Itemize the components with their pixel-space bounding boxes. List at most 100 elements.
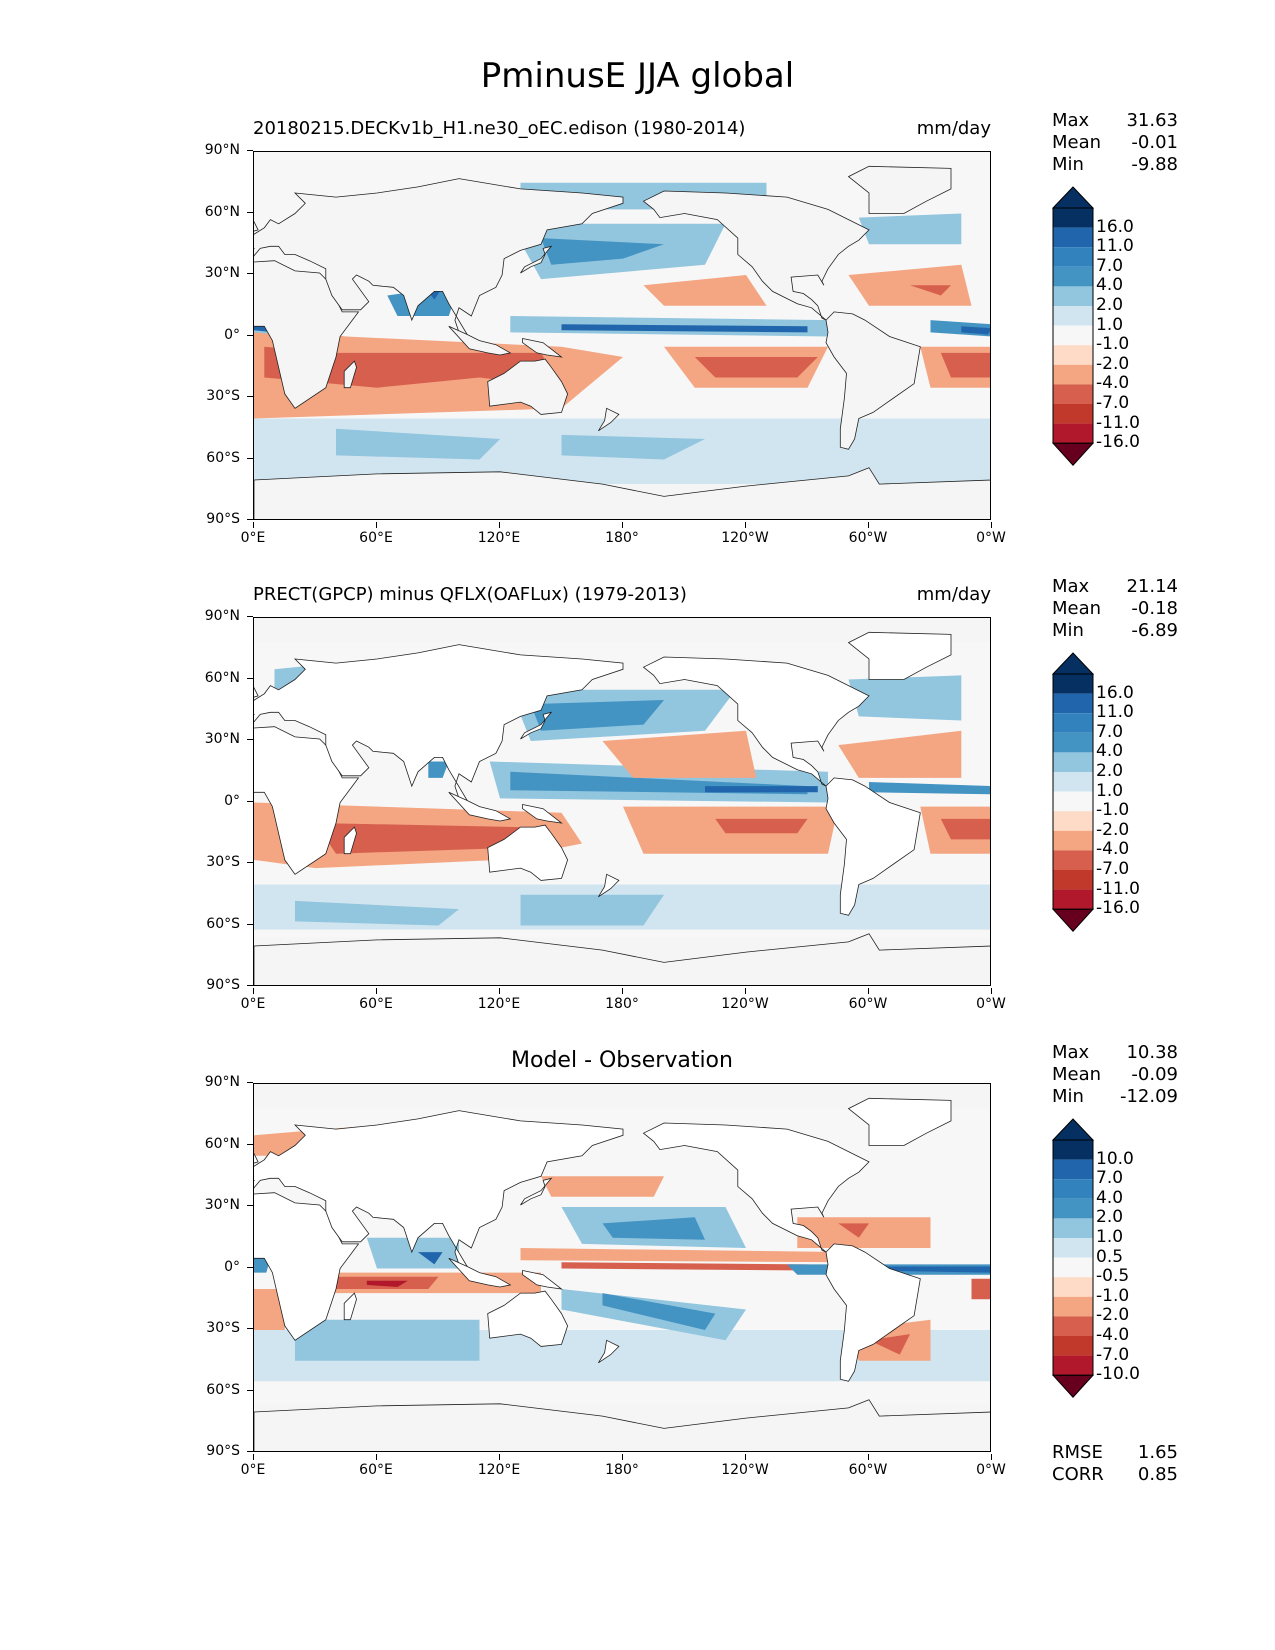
- colorbar-tick-label: -2.0: [1096, 353, 1130, 374]
- coastline-uk: [254, 1152, 259, 1164]
- colorbar-segment: [1053, 1335, 1093, 1356]
- colorbar-tick-label: -11.0: [1096, 412, 1140, 433]
- coastline-indonesia: [448, 325, 512, 356]
- colorbar-tick-label: 2.0: [1096, 761, 1124, 781]
- colorbar-tick-label: -11.0: [1096, 878, 1140, 899]
- colorbar-segment: [1053, 1277, 1093, 1297]
- stat-label: Max: [1052, 1042, 1090, 1063]
- contour-region: [541, 1176, 664, 1197]
- y-tick-label: 90°S: [180, 511, 253, 527]
- contour-region: [602, 730, 757, 778]
- y-tick-label: 60°N: [180, 204, 253, 220]
- units-label: mm/day: [916, 118, 991, 139]
- colorbar-segment: [1053, 266, 1093, 287]
- coastline-nz: [598, 873, 620, 898]
- colorbar-segment: [1053, 1218, 1093, 1238]
- stat-value: -9.88: [1131, 154, 1178, 175]
- colorbar-segment: [1053, 1296, 1093, 1317]
- coastline-greenland: [847, 165, 952, 214]
- x-tick-label: 60°W: [828, 522, 908, 546]
- contour-region: [295, 900, 459, 926]
- contour-region: [848, 675, 962, 721]
- colorbar-tick-label: -7.0: [1096, 393, 1130, 413]
- stat-value: -0.01: [1131, 132, 1178, 153]
- stat-value: -0.09: [1131, 1064, 1178, 1085]
- colorbar-tick-label: 4.0: [1096, 275, 1124, 296]
- colorbar-tick-label: -16.0: [1096, 898, 1140, 919]
- colorbar-tick-label: 11.0: [1096, 702, 1134, 723]
- x-tick-label: 0°E: [213, 522, 293, 546]
- x-tick-label: 120°W: [705, 988, 785, 1012]
- colorbar-tick-label: -1.0: [1096, 334, 1130, 355]
- map-plot: [253, 617, 991, 986]
- contour-region: [561, 324, 808, 333]
- figure-title: PminusE JJA global: [480, 56, 795, 96]
- contour-region: [971, 1278, 990, 1300]
- contour-region: [264, 346, 562, 388]
- contour-region: [838, 1223, 869, 1238]
- coastline-newguinea: [522, 804, 563, 824]
- coastline-sa: [825, 1243, 921, 1382]
- colorbar-tick-label: -4.0: [1096, 1325, 1130, 1345]
- contour-region: [602, 1217, 705, 1240]
- stat-label: Mean: [1052, 598, 1102, 619]
- stat-label: Max: [1052, 576, 1090, 597]
- contour-region: [910, 285, 951, 296]
- contour-region: [541, 238, 664, 265]
- colorbar-extend-min: [1051, 442, 1095, 466]
- colorbar-segment: [1053, 1198, 1093, 1219]
- coastline-australia: [487, 1290, 569, 1347]
- contour-region: [602, 1293, 716, 1330]
- contour-region: [336, 428, 500, 460]
- colorbar: 16.0 11.0 7.0 4.0 2.0 1.0 -1.0 -2.0 -4.0 -7.0 -11.…: [1051, 186, 1192, 471]
- stats-box: Max 21.14 Mean -0.18 Min -6.89: [1052, 576, 1178, 642]
- coastline-japan: [520, 1177, 553, 1206]
- stat-label: Min: [1052, 154, 1084, 175]
- x-tick-label: 0°W: [951, 522, 1031, 546]
- colorbar-segment: [1053, 384, 1093, 404]
- coastline-uk: [254, 220, 259, 232]
- colorbar-segment: [1053, 1316, 1093, 1336]
- colorbar-tick-label: 16.0: [1096, 682, 1134, 703]
- x-tick-label: 120°E: [459, 1454, 539, 1478]
- x-tick-label: 0°W: [951, 1454, 1031, 1478]
- x-tick-label: 120°W: [705, 1454, 785, 1478]
- coastline-australia: [487, 824, 569, 881]
- colorbar-segment: [1053, 305, 1093, 326]
- contour-region: [869, 1266, 990, 1273]
- colorbar-segment: [1053, 207, 1093, 228]
- colorbar-segment: [1053, 752, 1093, 772]
- x-tick-label: 180°: [582, 1454, 662, 1478]
- colorbar-segment: [1053, 850, 1093, 870]
- stat-label: Mean: [1052, 132, 1102, 153]
- contour-region: [315, 823, 521, 854]
- colorbar-extend-max: [1051, 652, 1095, 675]
- colorbar-tick-label: 2.0: [1096, 295, 1124, 315]
- contour-region: [858, 213, 962, 245]
- colorbar-tick-label: 7.0: [1096, 255, 1124, 276]
- y-tick-label: 90°N: [180, 1074, 253, 1090]
- colorbar: 10.0 7.0 4.0 2.0 1.0 0.5 -0.5 -1.0 -2.0 -4.0 -7.0-…: [1051, 1118, 1192, 1403]
- stat-value: -0.18: [1131, 598, 1178, 619]
- coastline-europe_asia: [254, 644, 624, 802]
- contour-region: [848, 264, 972, 306]
- y-tick-label: 60°N: [180, 1136, 253, 1152]
- coastline-europe_asia: [254, 1110, 624, 1268]
- coastline-nz: [598, 1339, 620, 1364]
- stat-label: Max: [1052, 110, 1090, 131]
- panel-title: 20180215.DECKv1b_H1.ne30_oEC.edison (198…: [253, 118, 746, 139]
- colorbar-segment: [1053, 693, 1093, 714]
- panel-model: 20180215.DECKv1b_H1.ne30_oEC.edison (198…: [0, 110, 1275, 580]
- stat-value: 21.14: [1126, 576, 1178, 597]
- stat-label: Min: [1052, 620, 1084, 641]
- colorbar-extend-min: [1051, 1374, 1095, 1398]
- colorbar-tick-label: -2.0: [1096, 1305, 1130, 1326]
- coastline-na: [642, 1122, 870, 1253]
- colorbar-tick-label: -1.0: [1096, 800, 1130, 821]
- stats-box: Max 31.63 Mean -0.01 Min -9.88: [1052, 110, 1178, 176]
- colorbar-tick-label: -10.0: [1096, 1364, 1140, 1385]
- y-tick-label: 60°S: [180, 916, 253, 932]
- colorbar-segment: [1053, 325, 1093, 346]
- colorbar-tick-label: -4.0: [1096, 839, 1130, 860]
- contour-region: [520, 894, 664, 926]
